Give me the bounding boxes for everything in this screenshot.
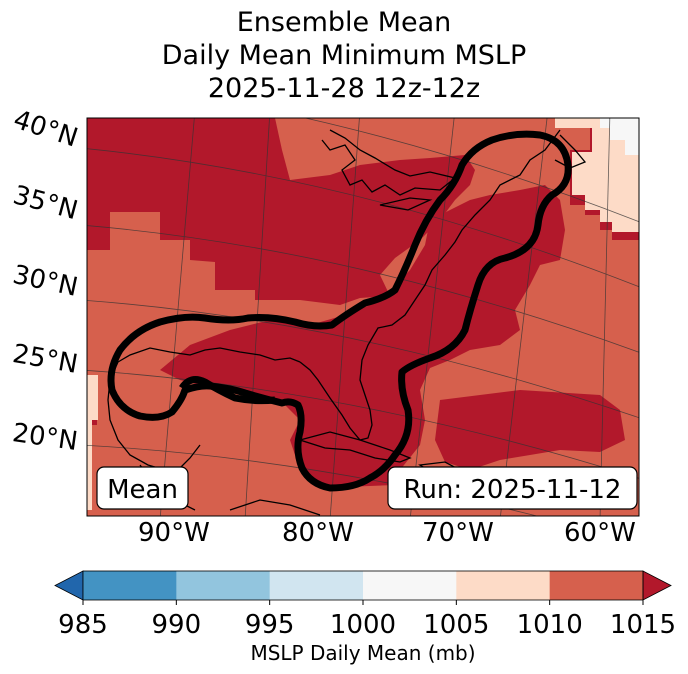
colorbar-tick-label: 1000 [330, 610, 396, 640]
cuba [297, 431, 412, 463]
field-1015-core [160, 185, 565, 488]
colorbar-under-arrow [54, 570, 84, 601]
colorbar-tick-label: 985 [58, 610, 108, 640]
east-coast [299, 129, 561, 441]
colorbar-tick-label: 1005 [423, 610, 489, 640]
run-box: Run: 2025-11-12 [387, 466, 638, 510]
colorbar-segment-1005-1010 [456, 571, 551, 600]
field-1005-southwest [87, 375, 98, 510]
colorbar-segment-995-1000 [269, 571, 364, 600]
colorbar-tick-label: 995 [245, 610, 295, 640]
map-panel [87, 118, 639, 516]
graticule [87, 118, 639, 516]
lon-label-90w: 90°W [138, 518, 210, 548]
lat-label-40: 40°N [10, 105, 82, 154]
field-1005-northeast [555, 118, 639, 232]
mexico-coast [107, 361, 201, 471]
colorbar-over-arrow [642, 570, 672, 601]
mean-box-label: Mean [107, 475, 178, 505]
colorbar-tick-label: 990 [152, 610, 202, 640]
msl-contour-inner [179, 376, 276, 405]
lat-label-30: 30°N [10, 260, 80, 303]
gulf-coast [117, 347, 301, 363]
lon-label-80w: 80°W [282, 518, 354, 548]
latitude-labels: 40°N 35°N 30°N 25°N 20°N [10, 105, 82, 457]
run-box-label: Run: 2025-11-12 [404, 475, 622, 505]
title-line-3: 2025-11-28 12z-12z [207, 73, 481, 104]
longitude-labels: 90°W 80°W 70°W 60°W [138, 518, 636, 548]
colorbar-tick-label: 1010 [517, 610, 583, 640]
figure-title: Ensemble Mean Daily Mean Minimum MSLP 20… [0, 6, 688, 105]
lon-label-60w: 60°W [564, 518, 636, 548]
lat-label-20: 20°N [11, 418, 80, 457]
colorbar: 985 990 995 1000 1005 1010 1015 MSLP Daily Mea… [54, 570, 676, 665]
colorbar-segment-990-995 [176, 571, 271, 600]
title-line-2: Daily Mean Minimum MSLP [161, 40, 527, 71]
colorbar-segment-1000-1005 [363, 571, 457, 600]
colorbar-segment-1010-1015 [549, 571, 644, 600]
title-line-1: Ensemble Mean [236, 7, 452, 38]
colorbar-segment-985-990 [83, 571, 177, 600]
mean-box: Mean [96, 466, 189, 510]
lat-label-35: 35°N [10, 180, 81, 226]
lon-label-70w: 70°W [422, 518, 494, 548]
central-america [229, 499, 321, 516]
colorbar-label: MSLP Daily Mean (mb) [250, 641, 475, 665]
field-1015-south [435, 390, 625, 470]
msl-contour [107, 130, 572, 492]
lake-erie [379, 197, 433, 211]
great-lakes [321, 129, 457, 196]
map-frame [86, 117, 640, 517]
lat-label-25: 25°N [10, 339, 80, 380]
colorbar-tick-label: 1015 [610, 610, 676, 640]
